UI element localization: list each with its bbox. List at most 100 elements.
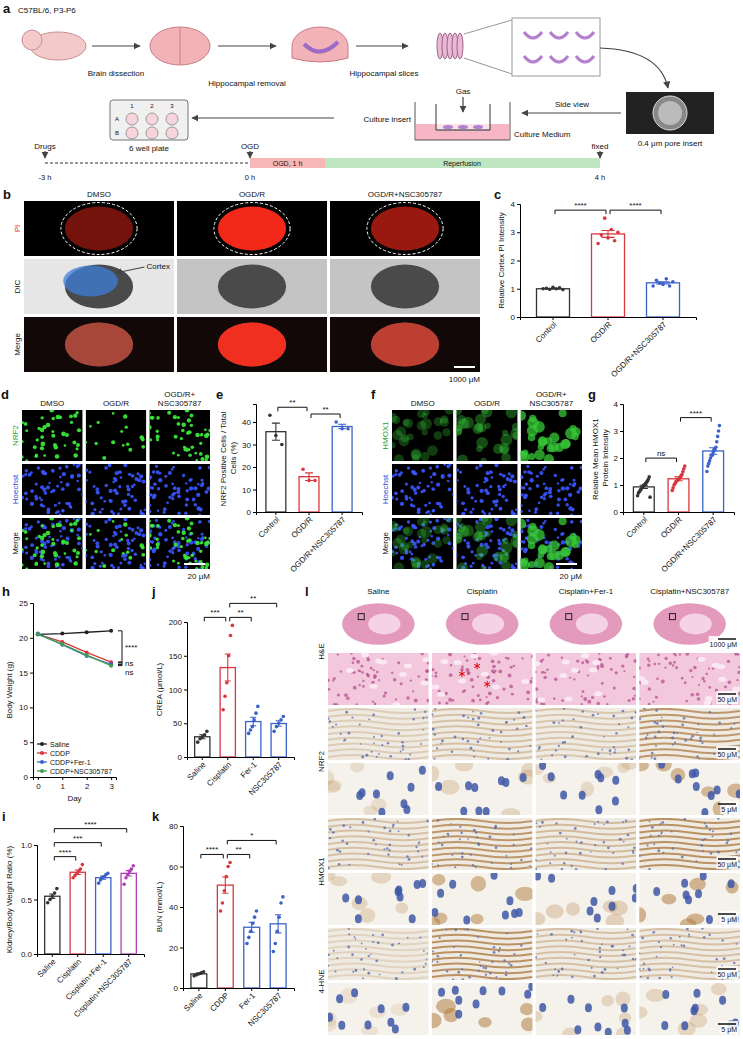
texture: [566, 838, 568, 840]
texture: [131, 528, 135, 532]
texture: [206, 433, 210, 437]
texture: [573, 479, 576, 482]
texture: [185, 518, 190, 521]
texture: [427, 485, 430, 488]
nucleus: [701, 808, 708, 815]
texture: [511, 693, 514, 696]
micrograph: [328, 598, 429, 650]
tubule-lumen: [393, 702, 401, 705]
arrow: [356, 45, 408, 46]
texture: [90, 512, 94, 515]
texture: [120, 538, 123, 541]
texture: [557, 482, 559, 484]
texture: [397, 820, 399, 822]
texture: [521, 410, 526, 420]
tubule-lumen: [441, 659, 449, 664]
texture: [332, 831, 335, 834]
image-background: [86, 518, 147, 569]
texture: [508, 674, 512, 678]
texture: [101, 508, 104, 511]
texture: [426, 819, 428, 822]
texture: [614, 749, 616, 751]
texture: [173, 492, 176, 495]
texture: [353, 686, 357, 690]
texture: [655, 696, 658, 699]
texture: [58, 513, 61, 515]
texture: [635, 711, 637, 714]
texture: [414, 545, 418, 549]
texture: [201, 482, 204, 485]
panel-letter: l: [305, 584, 309, 599]
image-background: [392, 464, 453, 515]
texture: [698, 758, 700, 760]
texture: [356, 660, 360, 664]
texture: [536, 687, 539, 691]
tubule-lumen: [562, 660, 570, 665]
texture: [529, 415, 536, 422]
texture: [156, 430, 159, 433]
texture: [443, 428, 451, 436]
texture: [166, 501, 169, 504]
texture: [75, 555, 78, 558]
texture: [108, 464, 111, 467]
texture: [508, 526, 511, 529]
texture: [560, 478, 564, 482]
texture: [647, 734, 649, 736]
cytoplasm: [440, 780, 460, 795]
texture: [684, 681, 687, 684]
texture: [547, 654, 550, 657]
texture: [473, 531, 484, 542]
texture: [149, 425, 151, 430]
texture: [373, 742, 375, 744]
texture: [448, 653, 452, 656]
texture: [696, 732, 698, 734]
texture: [618, 723, 620, 725]
texture: [24, 473, 27, 476]
texture: [473, 829, 476, 832]
row-label: Hoechst: [11, 474, 20, 504]
texture: [737, 653, 739, 655]
texture: [404, 758, 406, 760]
texture: [417, 508, 421, 512]
texture: [110, 510, 113, 513]
texture: [185, 503, 189, 507]
image-background: [330, 317, 480, 372]
texture: [464, 508, 467, 511]
row-label: HMOX1: [317, 857, 326, 886]
timeline-event: OGD: [241, 142, 259, 151]
texture: [512, 431, 517, 440]
texture: [410, 552, 413, 555]
texture: [184, 511, 187, 514]
texture: [502, 528, 506, 532]
tubule: [432, 848, 533, 852]
micrograph: [328, 653, 429, 705]
texture: [698, 684, 700, 686]
texture: [553, 697, 555, 699]
texture: [204, 428, 207, 431]
texture: [632, 697, 635, 700]
texture: [648, 687, 651, 690]
texture: [131, 474, 135, 478]
nucleus: [435, 782, 442, 791]
texture: [423, 729, 425, 731]
texture: [609, 657, 612, 660]
texture: [65, 483, 69, 487]
texture: [127, 547, 130, 550]
texture: [508, 748, 511, 751]
texture: [389, 843, 392, 846]
texture: [462, 690, 465, 693]
texture: [400, 682, 403, 685]
well-row-label: A: [115, 116, 119, 122]
texture: [528, 434, 536, 442]
texture: [77, 536, 81, 540]
texture: [597, 821, 599, 823]
texture: [156, 538, 159, 541]
texture: [462, 417, 474, 429]
tubule: [328, 830, 429, 834]
texture: [167, 411, 171, 415]
texture: [559, 518, 567, 525]
texture: [359, 723, 361, 725]
texture: [177, 562, 180, 565]
texture: [424, 711, 426, 713]
tubule: [432, 825, 533, 829]
